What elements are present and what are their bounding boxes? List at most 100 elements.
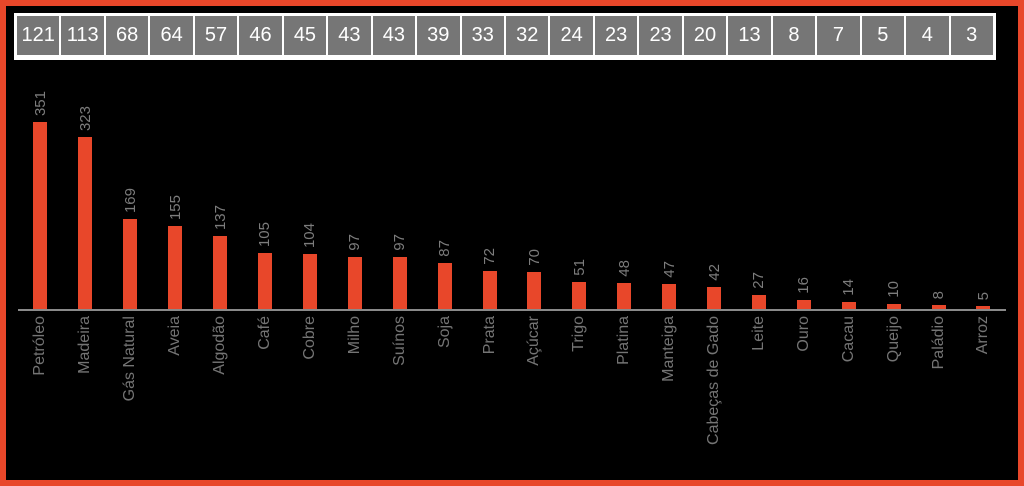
category-column: Queijo <box>871 311 916 479</box>
bar-column: 8 <box>916 291 961 309</box>
header-value-cell: 20 <box>683 16 727 55</box>
category-label: Arroz <box>974 316 992 355</box>
category-label: Aveia <box>166 316 184 356</box>
bar <box>347 257 362 309</box>
bar-column: 48 <box>602 260 647 309</box>
bar-value-label: 169 <box>121 187 139 213</box>
category-column: Trigo <box>557 311 602 479</box>
bar <box>662 284 677 309</box>
bar <box>302 254 317 309</box>
category-label: Manteiga <box>660 316 678 382</box>
header-value-cell: 5 <box>861 16 905 55</box>
category-label: Petróleo <box>31 316 49 376</box>
header-value-cell: 57 <box>194 16 238 55</box>
bar-value-label: 27 <box>750 272 768 289</box>
category-column: Açúcar <box>512 311 557 479</box>
category-label: Paládio <box>929 316 947 370</box>
category-label: Café <box>255 316 273 350</box>
header-value-cell: 7 <box>817 16 860 55</box>
bar <box>168 226 183 309</box>
header-value-cell: 68 <box>105 16 149 55</box>
category-label-row: Petróleo Madeira Gás Natural Aveia Algodão Ca… <box>18 311 1006 479</box>
bar-value-label: 137 <box>211 204 229 230</box>
category-label: Cacau <box>839 316 857 363</box>
bar-column: 72 <box>467 248 512 309</box>
bar-chart: 351 323 169 155 137 105 104 97 97 87 72 70 51 48 47 42 2… <box>18 60 1006 479</box>
category-column: Cacau <box>826 311 871 479</box>
bar-value-label: 104 <box>301 222 319 248</box>
category-label: Madeira <box>76 316 94 374</box>
category-label: Milho <box>345 316 363 355</box>
bar-value-label: 351 <box>31 90 49 116</box>
category-column: Paládio <box>916 311 961 479</box>
header-value-cell: 13 <box>728 16 771 55</box>
bar-column: 155 <box>153 195 198 309</box>
bar <box>707 287 722 309</box>
bar <box>527 272 542 309</box>
x-axis-line <box>18 309 1006 311</box>
bar-value-label: 10 <box>885 281 903 298</box>
category-label: Suínos <box>390 316 408 366</box>
category-column: Ouro <box>781 311 826 479</box>
category-label: Leite <box>749 316 767 351</box>
bar-value-label: 51 <box>570 259 588 276</box>
bar-value-label: 16 <box>795 277 813 294</box>
category-column: Arroz <box>961 311 1006 479</box>
bar-value-label: 14 <box>840 279 858 296</box>
bar <box>751 295 766 309</box>
header-value-row: 121 113 68 64 57 46 45 43 43 39 33 32 24 23 23 20 13 8 7 5 4… <box>14 13 996 60</box>
category-column: Leite <box>737 311 782 479</box>
bar-column: 14 <box>826 279 871 309</box>
bar <box>796 300 811 309</box>
header-value-cell: 33 <box>461 16 504 55</box>
category-column: Cobre <box>287 311 332 479</box>
header-value-cell: 3 <box>950 16 993 55</box>
bar-column: 97 <box>332 234 377 309</box>
bar <box>931 305 946 309</box>
bar-value-label: 8 <box>930 290 948 299</box>
category-column: Manteiga <box>647 311 692 479</box>
category-label: Platina <box>615 316 633 365</box>
bar <box>123 219 138 309</box>
bar-column: 47 <box>647 261 692 309</box>
category-label: Prata <box>480 316 498 355</box>
header-value-cell: 46 <box>239 16 282 55</box>
bar-columns: 351 323 169 155 137 105 104 97 97 87 72 70 51 48 47 42 2… <box>18 60 1006 309</box>
bar-value-label: 155 <box>166 194 184 220</box>
header-value-cell: 43 <box>372 16 416 55</box>
bar-value-label: 87 <box>436 240 454 257</box>
bar-column: 70 <box>512 249 557 309</box>
category-label: Algodão <box>211 316 229 375</box>
bar <box>617 283 632 309</box>
bar-column: 51 <box>557 259 602 309</box>
bar-column: 137 <box>198 205 243 309</box>
header-value-cell: 23 <box>639 16 682 55</box>
bar-column: 105 <box>243 222 288 309</box>
bar-value-label: 97 <box>346 234 364 251</box>
bar <box>572 282 587 309</box>
category-label: Trigo <box>570 316 588 352</box>
category-column: Milho <box>332 311 377 479</box>
category-label: Cobre <box>300 316 318 360</box>
bar-value-label: 42 <box>705 264 723 281</box>
bar-value-label: 72 <box>481 248 499 265</box>
bar-column: 323 <box>63 106 108 309</box>
category-label: Cabeças de Gado <box>705 316 723 445</box>
bar <box>886 304 901 309</box>
bar <box>841 302 856 309</box>
category-label: Queijo <box>884 316 902 363</box>
bar-value-label: 323 <box>76 105 94 131</box>
category-column: Gás Natural <box>108 311 153 479</box>
bar-value-label: 97 <box>391 234 409 251</box>
bar-value-label: 47 <box>660 261 678 278</box>
header-value-cell: 39 <box>417 16 460 55</box>
bar-value-label: 48 <box>615 260 633 277</box>
bar <box>437 263 452 309</box>
bar-value-label: 70 <box>525 249 543 266</box>
bar-column: 169 <box>108 188 153 309</box>
bar-column: 5 <box>961 292 1006 309</box>
category-column: Prata <box>467 311 512 479</box>
header-value-cell: 64 <box>150 16 193 55</box>
bar-column: 16 <box>781 277 826 309</box>
